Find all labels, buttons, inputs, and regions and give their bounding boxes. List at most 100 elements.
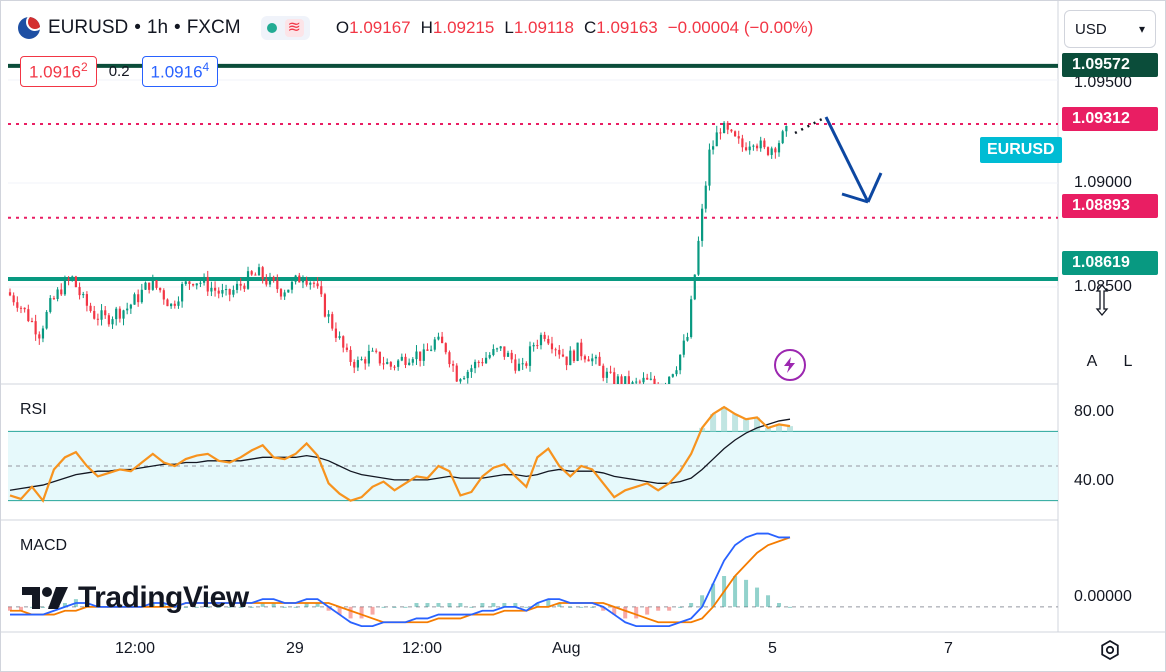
candle-body <box>188 281 191 285</box>
down-arrow-head[interactable] <box>866 172 883 203</box>
candle-body <box>52 298 56 300</box>
candle-body <box>565 356 568 366</box>
high-value: 1.09215 <box>432 18 495 37</box>
candle-body <box>777 143 781 153</box>
candle-body <box>342 336 345 348</box>
macd-histogram-bar <box>689 603 694 607</box>
candle-body <box>679 354 682 371</box>
candle-body <box>338 336 341 338</box>
candle-body <box>408 362 411 365</box>
macd-histogram-bar <box>755 587 760 607</box>
macd-histogram-bar <box>502 603 507 607</box>
symbol-header[interactable]: EURUSD • 1h • FXCM ≋ O1.09167 H1.09215 L… <box>18 14 813 42</box>
sell-button[interactable]: 1.09162 <box>20 56 97 87</box>
macd-histogram-bar <box>315 603 320 607</box>
open-value: 1.09167 <box>349 18 411 37</box>
macd-histogram-bar <box>150 603 155 607</box>
candle-body <box>239 283 242 286</box>
candle-body <box>441 336 444 344</box>
candle-body <box>272 276 275 281</box>
candle-body <box>181 284 184 302</box>
candle-body <box>250 271 253 275</box>
candle-body <box>733 131 737 137</box>
candle-body <box>268 276 272 285</box>
candle-body <box>129 304 132 309</box>
bid-ask-panel: 1.09162 0.2 1.09164 <box>20 56 219 87</box>
candle-body <box>484 357 488 364</box>
price-tag-level[interactable]: 1.09312 <box>1062 107 1158 131</box>
market-status[interactable]: ≋ <box>260 16 310 40</box>
macd-histogram-bar <box>414 603 419 607</box>
macd-histogram-bar <box>326 606 331 611</box>
horizontal-levels[interactable] <box>8 63 1058 282</box>
event-marker[interactable] <box>774 349 806 381</box>
candle-body <box>224 289 228 291</box>
gear-icon <box>1101 639 1119 661</box>
macd-histogram-bar <box>535 603 540 607</box>
macd-histogram-bar <box>260 603 265 607</box>
down-arrow-head-left[interactable] <box>841 192 869 204</box>
currency-select[interactable]: USD ▾ <box>1064 10 1156 48</box>
candle-body <box>67 278 70 281</box>
macd-histogram-bar <box>612 606 617 615</box>
candle-body <box>155 280 158 288</box>
drawings[interactable] <box>794 115 883 204</box>
rsi-label[interactable]: RSI <box>20 401 47 418</box>
macd-histogram-bar <box>425 603 430 607</box>
macd-histogram-bar <box>62 603 67 607</box>
candle-body <box>133 294 136 305</box>
price-tag-support[interactable]: 1.08619 <box>1062 251 1158 275</box>
exchange[interactable]: FXCM <box>186 17 241 38</box>
candle-body <box>111 319 114 325</box>
macd-histogram-bar <box>513 603 518 607</box>
down-arrow-shaft[interactable] <box>824 116 870 203</box>
candle-body <box>41 328 45 339</box>
candle-body <box>459 379 462 382</box>
candle-body <box>528 346 532 366</box>
price-tag-resistance[interactable]: 1.09572 <box>1062 53 1158 77</box>
candle-body <box>517 363 521 371</box>
candle-body <box>426 349 429 351</box>
macd-pane <box>8 532 1058 628</box>
macd-label[interactable]: MACD <box>20 537 68 554</box>
interval[interactable]: 1h <box>146 17 169 38</box>
spread-value: 0.2 <box>108 62 130 80</box>
candle-body <box>45 311 48 329</box>
symbol-name[interactable]: EURUSD <box>48 17 129 38</box>
candle-body <box>532 345 535 347</box>
candle-body <box>668 376 671 384</box>
buy-button[interactable]: 1.09164 <box>141 56 219 87</box>
candle-body <box>594 356 598 359</box>
macd-histogram-bar <box>216 606 221 608</box>
candle-body <box>104 310 107 316</box>
macd-histogram-bar <box>282 606 287 608</box>
macd-histogram-bar <box>337 606 342 615</box>
price-tag-level[interactable]: 1.08893 <box>1062 194 1158 218</box>
candle-body <box>653 378 656 384</box>
macd-histogram-bar <box>678 606 683 608</box>
projection-dotted-line[interactable] <box>794 115 827 135</box>
candle-body <box>199 282 202 284</box>
candle-body <box>580 342 583 357</box>
macd-histogram-bar <box>634 606 639 619</box>
candle-body <box>166 299 169 307</box>
candle-body <box>448 352 451 365</box>
tradingview-logo[interactable]: TradingView <box>22 578 249 618</box>
candle-body <box>294 275 297 282</box>
candle-body <box>235 283 239 290</box>
candle-body <box>627 376 630 384</box>
candle-body <box>661 385 663 388</box>
settings-button[interactable] <box>1096 636 1124 664</box>
candle-body <box>34 321 37 335</box>
rsi-line <box>9 405 791 503</box>
candle-body <box>488 354 491 358</box>
candle-body <box>525 363 528 366</box>
candle-body <box>367 350 370 364</box>
candle-body <box>755 145 759 149</box>
auto-scale-button[interactable]: A <box>1078 348 1106 376</box>
candle-body <box>770 148 773 155</box>
macd-histogram-bar <box>161 603 166 607</box>
log-scale-button[interactable]: L <box>1114 348 1142 376</box>
tradingview-logo-icon <box>22 587 68 609</box>
